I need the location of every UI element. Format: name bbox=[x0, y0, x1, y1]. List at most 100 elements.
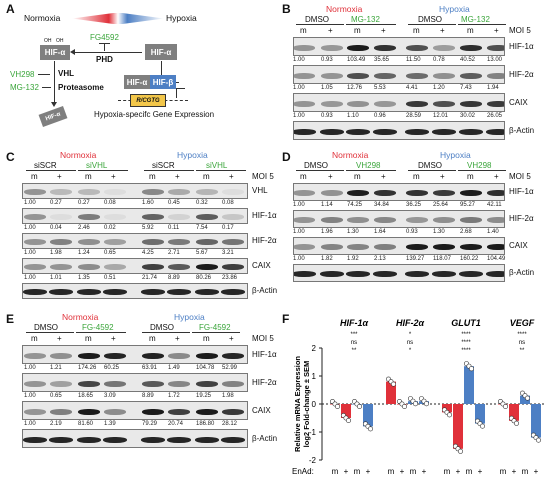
b-dmso-1: DMSO bbox=[305, 15, 329, 24]
quant-value: 1.05 bbox=[321, 85, 333, 91]
band bbox=[196, 264, 218, 270]
quant-value: 1.00 bbox=[293, 229, 305, 235]
lane-label: + bbox=[494, 172, 499, 181]
actin-band bbox=[221, 289, 245, 295]
x-tick-label: m bbox=[522, 467, 529, 476]
significance-label: ** bbox=[352, 348, 357, 354]
gene-label: HIF-1α bbox=[340, 318, 369, 328]
quant-value: 1.00 bbox=[293, 85, 305, 91]
d-drug-1: VH298 bbox=[356, 161, 381, 170]
replicate-dot bbox=[525, 395, 531, 401]
band bbox=[222, 214, 244, 220]
quant-value: 40.52 bbox=[460, 57, 476, 63]
hif-alpha-hydroxylated: HIF-α bbox=[40, 45, 70, 60]
quant-value: 1.00 bbox=[24, 200, 36, 206]
quant-value: 34.84 bbox=[374, 202, 390, 208]
band bbox=[374, 72, 396, 79]
band bbox=[50, 264, 72, 270]
quant-value: 30.02 bbox=[460, 113, 476, 119]
blot-c: m + m + m + m + MOI 5 VHL 1.00 0.27 0.27 0.08 1.60 0.45… bbox=[22, 172, 280, 304]
quant-value: 26.05 bbox=[487, 113, 503, 119]
band bbox=[78, 352, 100, 359]
quant-value: 1.00 bbox=[293, 202, 305, 208]
lane-label: m bbox=[467, 26, 474, 35]
lane-label: + bbox=[57, 334, 62, 343]
band-label: HIF-2α bbox=[509, 69, 534, 79]
band bbox=[460, 72, 482, 79]
quant-value: 7.54 bbox=[196, 225, 208, 231]
quant-value: 52.99 bbox=[222, 365, 238, 371]
band bbox=[78, 239, 100, 245]
c-sivhl-2: siVHL bbox=[206, 161, 228, 170]
band bbox=[222, 352, 244, 359]
band bbox=[294, 100, 315, 107]
band bbox=[406, 244, 428, 250]
blot-strip bbox=[22, 429, 248, 448]
quant-value: 1.98 bbox=[222, 393, 234, 399]
quant-value: 1.00 bbox=[24, 365, 36, 371]
band bbox=[142, 380, 164, 387]
mrna-expression-chart: 2 1 0 -1 -2 Relative mRNA Expressionlog2 Fold… bbox=[292, 318, 546, 476]
b-drug-1: MG-132 bbox=[351, 15, 380, 24]
transcription-arrow bbox=[176, 88, 177, 98]
quant-value: 81.60 bbox=[78, 421, 94, 427]
phd-arrow bbox=[74, 52, 142, 53]
hif-beta-complex: HIF-β bbox=[150, 75, 176, 89]
band bbox=[104, 214, 126, 220]
band bbox=[104, 408, 126, 415]
replicate-dot bbox=[480, 423, 486, 429]
band bbox=[104, 239, 126, 245]
actin-band bbox=[432, 271, 456, 277]
quant-value: 5.53 bbox=[374, 85, 386, 91]
x-tick-label: + bbox=[400, 467, 405, 476]
quant-value: 3.09 bbox=[104, 393, 116, 399]
vhl-label: VHL bbox=[58, 69, 74, 78]
d-underline-1 bbox=[296, 170, 344, 171]
actin-band bbox=[23, 436, 47, 443]
quant-value: 2.68 bbox=[460, 229, 472, 235]
quant-value: 0.27 bbox=[78, 200, 90, 206]
quant-value: 42.11 bbox=[487, 202, 502, 208]
band-label: HIF-2α bbox=[252, 377, 277, 387]
band bbox=[294, 72, 315, 79]
blot-b: m + m + m + m + MOI 5 HIF-1α 1.00 0.93 103.49 35.65 11… bbox=[293, 26, 543, 140]
significance-label: **** bbox=[517, 332, 527, 338]
vh298-inhibit bbox=[38, 74, 50, 75]
blot-strip bbox=[22, 401, 248, 420]
blot-strip bbox=[293, 37, 505, 56]
lane-label: + bbox=[57, 172, 62, 181]
c-siscr-1: siSCR bbox=[34, 161, 57, 170]
quant-value: 103.49 bbox=[347, 57, 366, 63]
band bbox=[406, 72, 428, 79]
blot-strip bbox=[293, 237, 505, 255]
replicate-dot bbox=[334, 404, 340, 410]
gradient-bar bbox=[72, 13, 164, 24]
b-hypoxia: Hypoxia bbox=[439, 4, 470, 14]
y-tick-label: -2 bbox=[309, 456, 317, 465]
band bbox=[321, 72, 343, 79]
actin-band bbox=[221, 436, 245, 443]
phd-arrowhead bbox=[70, 49, 75, 55]
panel-label-d: D bbox=[282, 150, 291, 164]
band-label: β-Actin bbox=[252, 433, 278, 443]
down-arrowhead bbox=[51, 102, 57, 107]
c-siscr-2: siSCR bbox=[152, 161, 175, 170]
blot-strip bbox=[22, 373, 248, 392]
moi-label: MOI 5 bbox=[509, 172, 531, 181]
actin-band bbox=[195, 289, 219, 295]
quant-value: 1.92 bbox=[347, 256, 359, 262]
band bbox=[104, 380, 126, 387]
d-underline-4 bbox=[458, 170, 506, 171]
band bbox=[78, 380, 100, 387]
replicate-dot bbox=[346, 418, 352, 424]
band bbox=[168, 264, 190, 270]
x-tick-label: + bbox=[512, 467, 517, 476]
quant-value: 8.89 bbox=[142, 393, 154, 399]
quant-value: 80.26 bbox=[196, 275, 212, 281]
e-underline-3 bbox=[142, 332, 190, 333]
quant-value: 1.00 bbox=[24, 275, 36, 281]
actin-band bbox=[49, 289, 73, 295]
x-tick-label: m bbox=[410, 467, 417, 476]
x-tick-label: m bbox=[388, 467, 395, 476]
quant-value: 1.64 bbox=[374, 229, 386, 235]
